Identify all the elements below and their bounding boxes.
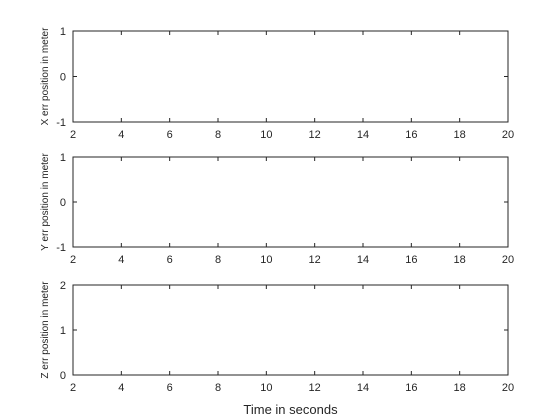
x-tick-label: 6 xyxy=(167,129,173,141)
y-tick-label: 0 xyxy=(60,370,66,382)
x-tick-label: 12 xyxy=(309,382,321,394)
y-tick-label: 1 xyxy=(60,152,66,164)
x-tick-label: 20 xyxy=(502,382,514,394)
x-tick-label: 14 xyxy=(357,254,369,266)
x-tick-label: 16 xyxy=(405,129,417,141)
x-tick-label: 12 xyxy=(309,254,321,266)
x-tick-label: 14 xyxy=(357,382,369,394)
y-tick-label: -1 xyxy=(56,242,66,254)
y-axis-label: Y err position in meter xyxy=(40,153,51,251)
x-tick-label: 18 xyxy=(454,129,466,141)
y-tick-label: -1 xyxy=(56,117,66,129)
y-tick-label: 2 xyxy=(60,280,66,292)
x-tick-label: 18 xyxy=(454,382,466,394)
y-tick-label: 0 xyxy=(60,197,66,209)
x-tick-label: 4 xyxy=(118,382,124,394)
x-tick-label: 4 xyxy=(118,129,124,141)
x-tick-label: 10 xyxy=(260,129,272,141)
axes-box xyxy=(72,30,509,123)
x-tick-label: 8 xyxy=(215,129,221,141)
subplot-1: 2 4 6 8 10 12 14 16 18 20 -1 0 1 X err position in me… xyxy=(40,26,514,141)
y-axis-label: X err position in meter xyxy=(40,27,51,125)
x-tick-label: 16 xyxy=(405,254,417,266)
axes-box xyxy=(72,156,509,248)
x-tick-label: 12 xyxy=(309,129,321,141)
y-axis-label: Z err position in meter xyxy=(40,281,51,379)
x-tick-label: 4 xyxy=(118,254,124,266)
y-tick-label: 1 xyxy=(60,26,66,38)
x-tick-label: 8 xyxy=(215,382,221,394)
axes-box xyxy=(72,284,509,376)
x-tick-label: 14 xyxy=(357,129,369,141)
x-tick-label: 16 xyxy=(405,382,417,394)
x-tick-label: 8 xyxy=(215,254,221,266)
x-tick-label: 2 xyxy=(70,382,76,394)
x-tick-label: 2 xyxy=(70,254,76,266)
y-tick-label: 0 xyxy=(60,72,66,84)
x-tick-label: 2 xyxy=(70,129,76,141)
y-tick-label: 1 xyxy=(60,325,66,337)
x-tick-label: 20 xyxy=(502,129,514,141)
x-tick-label: 18 xyxy=(454,254,466,266)
x-tick-label: 6 xyxy=(167,254,173,266)
x-axis-label: Time in seconds xyxy=(243,402,338,417)
x-tick-label: 20 xyxy=(502,254,514,266)
x-tick-label: 10 xyxy=(260,254,272,266)
x-tick-label: 6 xyxy=(167,382,173,394)
x-tick-label: 10 xyxy=(260,382,272,394)
subplot-2: 2 4 6 8 10 12 14 16 18 20 -1 0 1 Y err position in me… xyxy=(40,152,514,266)
